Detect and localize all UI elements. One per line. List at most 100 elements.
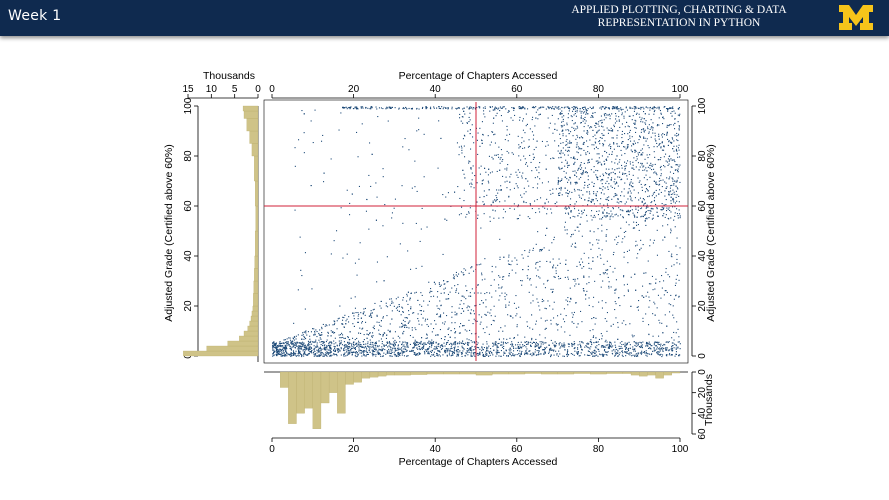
scatter-point — [466, 290, 468, 292]
scatter-point — [620, 108, 622, 110]
scatter-point — [652, 164, 654, 166]
scatter-point — [518, 306, 520, 308]
scatter-point — [538, 347, 540, 349]
scatter-point — [483, 190, 485, 192]
scatter-point — [654, 197, 656, 199]
scatter-point — [586, 220, 588, 222]
scatter-point — [675, 185, 677, 187]
scatter-point — [532, 187, 534, 189]
scatter-point — [583, 252, 585, 254]
scatter-point — [639, 136, 641, 138]
scatter-point — [282, 346, 284, 348]
scatter-point — [568, 193, 570, 195]
scatter-point — [643, 199, 645, 201]
scatter-point — [668, 163, 670, 165]
scatter-point — [608, 196, 610, 198]
scatter-point — [391, 343, 393, 345]
scatter-point — [560, 112, 562, 114]
scatter-point — [632, 186, 634, 188]
scatter-point — [655, 278, 657, 280]
scatter-point — [652, 289, 654, 291]
scatter-point — [499, 256, 501, 258]
scatter-point — [350, 297, 352, 299]
scatter-point — [556, 201, 558, 203]
scatter-point — [631, 334, 633, 336]
scatter-point — [549, 305, 551, 307]
scatter-point — [524, 147, 526, 149]
scatter-point — [675, 345, 677, 347]
scatter-point — [591, 181, 593, 183]
scatter-point — [496, 107, 498, 109]
scatter-point — [365, 210, 367, 212]
scatter-point — [387, 306, 389, 308]
scatter-point — [651, 201, 653, 203]
scatter-point — [661, 287, 663, 289]
scatter-point — [625, 348, 627, 350]
scatter-point — [314, 334, 316, 336]
scatter-point — [459, 341, 461, 343]
scatter-point — [627, 210, 629, 212]
scatter-point — [629, 115, 631, 117]
scatter-point — [509, 189, 511, 191]
scatter-point — [622, 355, 624, 357]
scatter-point — [598, 239, 600, 241]
scatter-point — [653, 348, 655, 350]
scatter-point — [285, 346, 287, 348]
scatter-point — [378, 321, 380, 323]
scatter-point — [510, 264, 512, 266]
scatter-point — [605, 215, 607, 217]
scatter-point — [320, 350, 322, 352]
scatter-point — [385, 108, 387, 110]
scatter-point — [402, 297, 404, 299]
scatter-point — [675, 135, 677, 137]
scatter-point — [578, 355, 580, 357]
scatter-point — [393, 351, 395, 353]
scatter-point — [636, 306, 638, 308]
scatter-point — [280, 346, 282, 348]
scatter-point — [605, 117, 607, 119]
scatter-point — [363, 350, 365, 352]
scatter-point — [500, 107, 502, 109]
scatter-point — [339, 350, 341, 352]
scatter-point — [560, 326, 562, 328]
scatter-point — [316, 331, 318, 333]
scatter-point — [323, 172, 325, 174]
scatter-point — [582, 118, 584, 120]
scatter-point — [609, 265, 611, 267]
scatter-point — [394, 343, 396, 345]
scatter-point — [381, 343, 383, 345]
scatter-point — [578, 178, 580, 180]
scatter-point — [574, 129, 576, 131]
scatter-point — [385, 302, 387, 304]
scatter-point — [570, 198, 572, 200]
scatter-point — [307, 331, 309, 333]
scatter-point — [357, 312, 359, 314]
scatter-point — [666, 108, 668, 110]
scatter-point — [631, 209, 633, 211]
scatter-point — [643, 165, 645, 167]
scatter-point — [273, 349, 275, 351]
scatter-point — [466, 330, 468, 332]
scatter-point — [675, 348, 677, 350]
scatter-point — [653, 200, 655, 202]
scatter-point — [445, 196, 447, 198]
scatter-point — [662, 349, 664, 351]
scatter-point — [552, 258, 554, 260]
scatter-point — [637, 142, 639, 144]
scatter-point — [643, 136, 645, 138]
scatter-point — [670, 294, 672, 296]
scatter-point — [665, 182, 667, 184]
scatter-point — [635, 345, 637, 347]
scatter-point — [546, 141, 548, 143]
scatter-point — [319, 355, 321, 357]
scatter-point — [444, 321, 446, 323]
scatter-point — [459, 197, 461, 199]
scatter-point — [272, 346, 274, 348]
scatter-point — [450, 343, 452, 345]
scatter-point — [489, 352, 491, 354]
scatter-point — [326, 353, 328, 355]
scatter-point — [614, 292, 616, 294]
scatter-point — [572, 278, 574, 280]
scatter-point — [653, 344, 655, 346]
scatter-point — [673, 140, 675, 142]
